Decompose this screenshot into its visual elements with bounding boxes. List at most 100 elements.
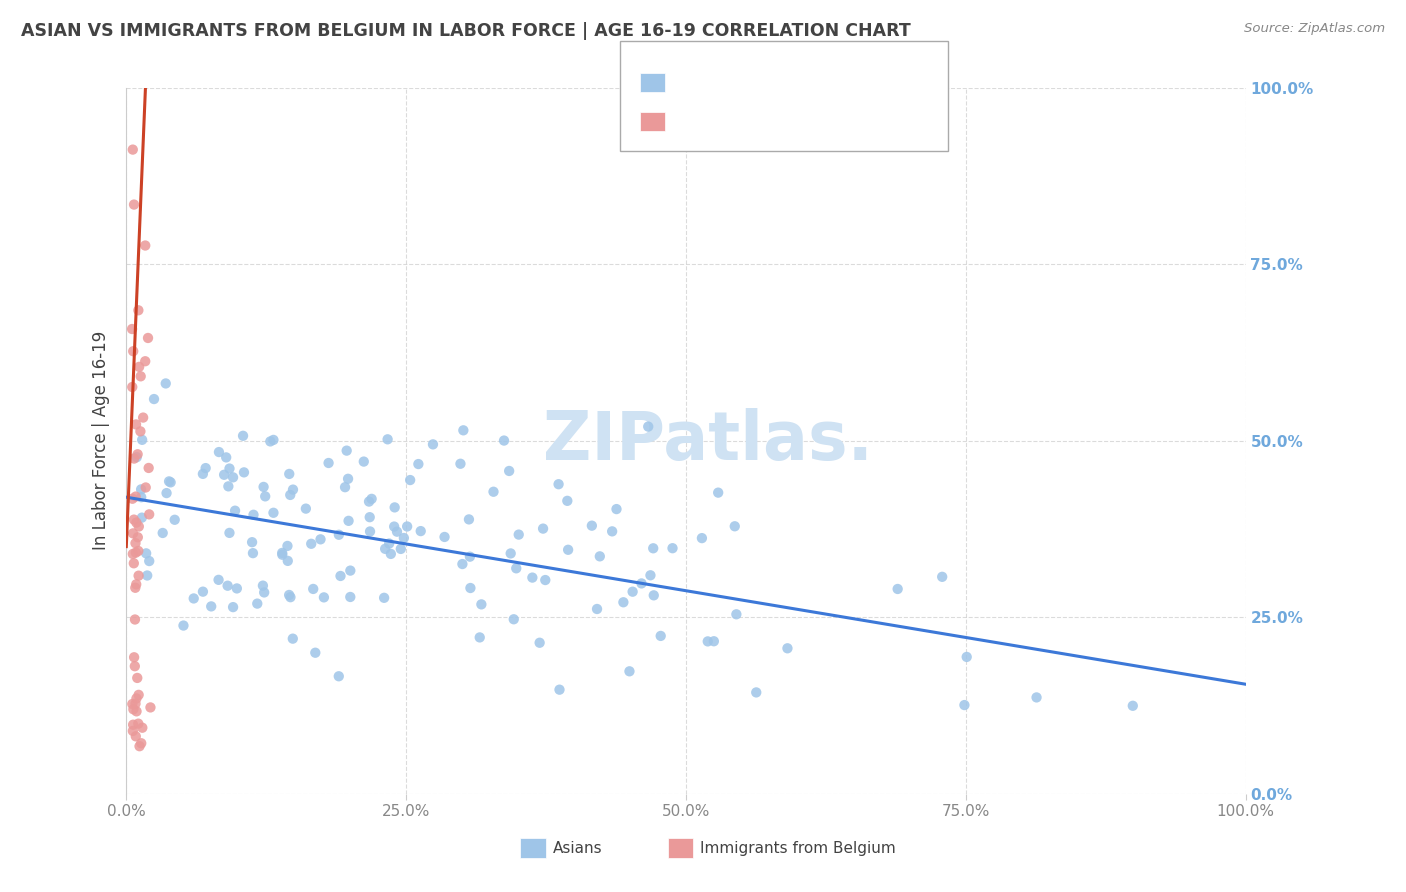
Point	[122, 650, 145, 665]
Point	[339, 564, 361, 578]
Point	[468, 631, 491, 645]
Point	[121, 697, 143, 711]
Point	[136, 568, 159, 582]
Point	[360, 491, 382, 506]
Point	[337, 472, 360, 486]
Point	[508, 527, 530, 541]
Point	[242, 508, 264, 522]
Point	[299, 537, 322, 551]
Point	[384, 500, 406, 515]
Point	[336, 443, 359, 458]
Point	[581, 518, 603, 533]
Point	[328, 528, 350, 542]
Point	[128, 519, 150, 533]
Point	[586, 602, 609, 616]
Point	[121, 547, 143, 561]
Point	[337, 514, 360, 528]
Point	[304, 646, 326, 660]
Point	[408, 457, 430, 471]
Point	[127, 544, 149, 558]
Point	[505, 561, 527, 575]
Point	[128, 359, 150, 374]
Point	[312, 591, 335, 605]
Text: 52: 52	[858, 104, 887, 122]
Point	[129, 736, 152, 750]
Point	[470, 598, 492, 612]
Point	[637, 419, 659, 434]
Point	[1025, 690, 1047, 705]
Point	[252, 579, 274, 593]
Point	[125, 490, 148, 504]
Point	[125, 450, 148, 465]
Point	[357, 494, 380, 508]
Point	[382, 519, 405, 533]
Point	[122, 556, 145, 570]
Point	[127, 303, 149, 318]
Point	[127, 530, 149, 544]
Point	[262, 506, 284, 520]
Text: -0.690: -0.690	[725, 62, 785, 80]
Point	[328, 669, 350, 683]
Point	[278, 488, 301, 502]
Point	[433, 530, 456, 544]
Point	[217, 579, 239, 593]
Point	[555, 493, 578, 508]
Point	[374, 541, 396, 556]
Point	[396, 519, 419, 533]
Point	[399, 473, 422, 487]
Point	[163, 513, 186, 527]
Point	[449, 457, 471, 471]
Point	[134, 354, 156, 368]
Point	[222, 600, 245, 615]
Point	[139, 700, 162, 714]
Point	[392, 531, 415, 545]
Point	[122, 717, 145, 731]
Text: N =: N =	[810, 104, 849, 122]
Point	[557, 542, 579, 557]
Point	[276, 539, 298, 553]
Point	[155, 486, 177, 500]
Point	[129, 483, 152, 497]
Point	[619, 665, 641, 679]
Point	[377, 433, 399, 447]
Point	[271, 548, 294, 562]
Point	[240, 535, 263, 549]
Point	[191, 467, 214, 481]
Point	[222, 470, 245, 484]
Point	[135, 546, 157, 560]
Point	[125, 704, 148, 718]
Point	[956, 649, 979, 664]
Point	[281, 632, 304, 646]
Point	[128, 688, 150, 702]
Point	[724, 519, 747, 533]
Point	[172, 618, 194, 632]
Text: N =: N =	[810, 62, 849, 80]
Point	[499, 546, 522, 560]
Point	[218, 461, 240, 475]
Point	[122, 702, 145, 716]
Point	[124, 659, 146, 673]
Point	[333, 480, 356, 494]
Point	[125, 729, 148, 743]
Point	[125, 417, 148, 432]
Point	[253, 585, 276, 599]
Point	[122, 344, 145, 359]
Point	[460, 581, 482, 595]
Point	[121, 491, 143, 506]
Point	[547, 477, 569, 491]
Point	[643, 588, 665, 602]
Point	[122, 526, 145, 541]
Point	[277, 554, 299, 568]
Point	[953, 698, 976, 712]
Point	[373, 591, 395, 605]
Point	[451, 557, 474, 571]
Point	[707, 485, 730, 500]
Point	[155, 376, 177, 391]
Point	[125, 546, 148, 560]
Point	[125, 516, 148, 530]
Point	[385, 524, 408, 539]
Point	[259, 434, 281, 449]
Point	[254, 489, 277, 503]
Point	[232, 429, 254, 443]
Point	[458, 549, 481, 564]
